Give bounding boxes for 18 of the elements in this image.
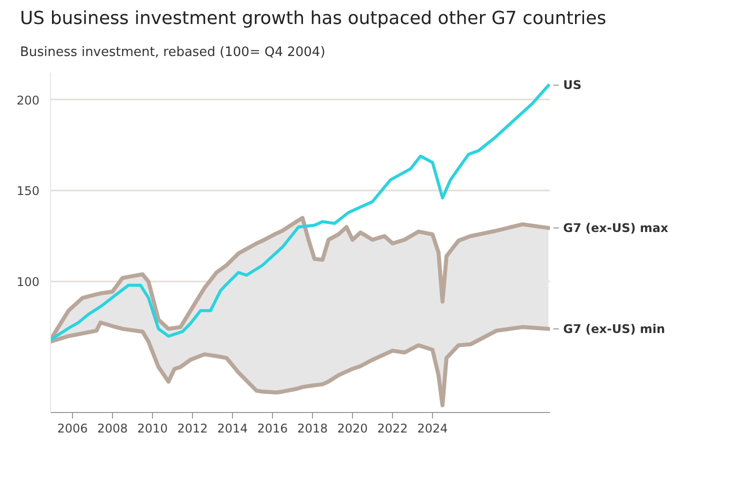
x-tick-label: 2006 bbox=[57, 422, 88, 436]
x-tick-label: 2014 bbox=[217, 422, 248, 436]
y-tick-label: 200 bbox=[16, 94, 40, 108]
y-tick-label: 150 bbox=[16, 184, 40, 198]
x-tick-label: 2010 bbox=[137, 422, 168, 436]
chart-subtitle: Business investment, rebased (100= Q4 2004) bbox=[20, 44, 326, 62]
x-tick-label: 2016 bbox=[257, 422, 288, 436]
series-label: G7 (ex-US) max bbox=[563, 221, 668, 236]
series-label: US bbox=[563, 78, 582, 92]
y-tick-label: 100 bbox=[16, 275, 40, 290]
x-tick-label: 2008 bbox=[97, 422, 128, 436]
x-tick-label: 2012 bbox=[177, 422, 208, 436]
series-label: G7 (ex-US) min bbox=[563, 322, 666, 336]
x-tick-label: 2022 bbox=[377, 422, 408, 436]
x-tick-label: 2018 bbox=[297, 422, 328, 436]
chart-title: US business investment growth has outpaced other G7 countries bbox=[20, 7, 606, 31]
x-tick-label: 2024 bbox=[417, 422, 448, 436]
x-tick-label: 2020 bbox=[337, 422, 368, 436]
